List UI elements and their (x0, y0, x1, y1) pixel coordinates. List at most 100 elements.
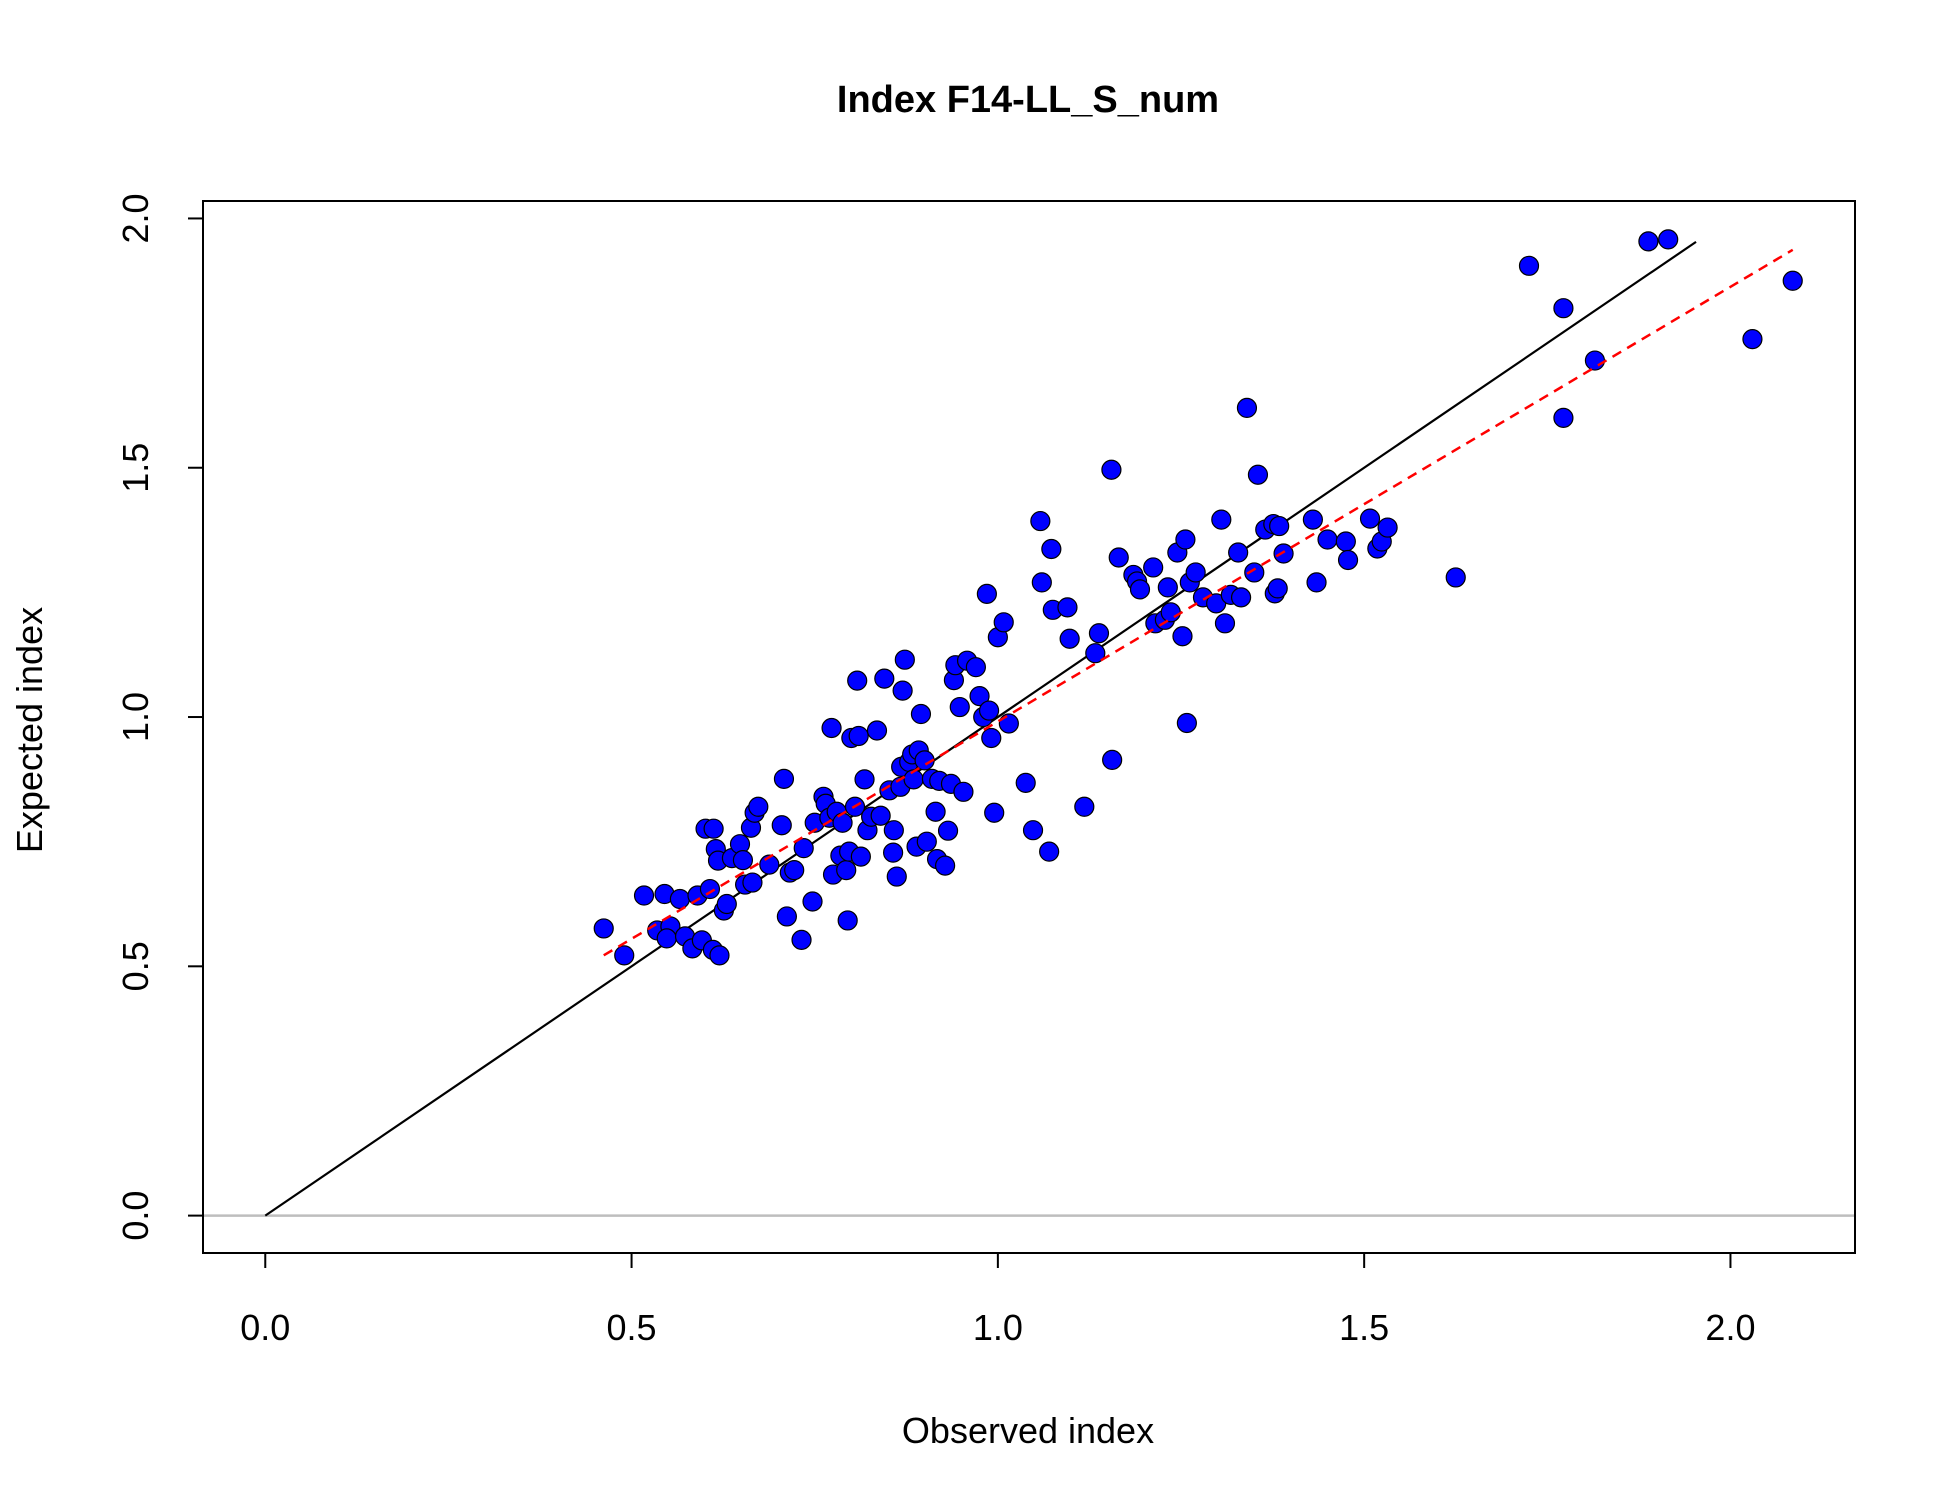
data-point (1185, 562, 1206, 583)
data-point (793, 838, 814, 859)
data-point (669, 888, 691, 910)
data-point (1584, 350, 1606, 371)
data-point (1211, 509, 1232, 530)
data-point (1230, 587, 1252, 608)
data-point (1022, 820, 1044, 841)
data-point (910, 703, 932, 725)
data-point (1518, 255, 1540, 276)
data-point (925, 801, 946, 822)
y-tick-label: 0.0 (115, 1191, 156, 1241)
data-point (836, 859, 857, 881)
data-point (1041, 538, 1062, 560)
data-point (699, 878, 721, 900)
data-point (1658, 229, 1679, 250)
data-point (1074, 796, 1095, 817)
data-point (965, 657, 986, 678)
data-point (633, 885, 655, 906)
data-point (1228, 542, 1249, 563)
data-point (993, 612, 1014, 633)
data-point (773, 768, 795, 789)
x-tick-label: 1.5 (1339, 1307, 1389, 1348)
data-point (1553, 298, 1574, 319)
data-point (1175, 529, 1196, 550)
data-point (1101, 459, 1122, 480)
data-point (1157, 577, 1178, 598)
y-axis-label: Expected index (9, 607, 50, 853)
data-point (1317, 529, 1338, 550)
data-point (1302, 509, 1323, 530)
data-point (771, 815, 792, 836)
data-point (1377, 517, 1398, 538)
identity-line (264, 240, 1697, 1217)
data-point (1445, 567, 1466, 588)
data-point (883, 820, 904, 841)
data-point (1269, 515, 1290, 537)
data-point (870, 805, 891, 826)
data-point (1085, 643, 1106, 664)
data-point (1108, 547, 1129, 568)
data-point (1030, 510, 1051, 532)
data-point (1057, 597, 1078, 618)
data-point (703, 818, 724, 839)
data-point (1638, 231, 1659, 252)
data-point (1059, 628, 1080, 649)
fit-line (603, 248, 1794, 957)
data-point (892, 680, 913, 701)
data-point (978, 700, 1000, 721)
data-point (1553, 407, 1574, 428)
data-point (1244, 562, 1265, 583)
data-point (981, 727, 1002, 749)
data-point (998, 713, 1019, 734)
y-tick-label: 1.0 (115, 692, 156, 742)
data-point (821, 717, 842, 739)
data-point (1214, 613, 1236, 634)
data-point (854, 769, 875, 790)
data-point (593, 918, 614, 939)
data-point (1176, 712, 1197, 734)
data-point (1236, 397, 1258, 419)
data-point (883, 842, 904, 863)
data-point (1172, 626, 1193, 647)
data-point (953, 781, 974, 802)
data-point (1102, 749, 1123, 771)
data-point (1015, 772, 1036, 793)
y-tick-label: 0.5 (115, 941, 156, 991)
data-point (1031, 572, 1052, 593)
plot-area (203, 229, 1855, 1217)
data-point (742, 872, 763, 893)
data-point (784, 859, 805, 881)
data-point (832, 812, 853, 833)
y-axis: 0.0 0.5 1.0 1.5 2.0 (115, 193, 204, 1241)
chart-title: Index F14-LL_S_num (837, 79, 1219, 121)
data-point (1129, 579, 1151, 600)
data-point (984, 802, 1005, 823)
data-point (1335, 531, 1356, 552)
data-point (802, 891, 823, 912)
data-point (1247, 464, 1269, 485)
data-point (1088, 623, 1110, 644)
data-point (847, 670, 868, 691)
y-tick-label: 2.0 (115, 193, 156, 243)
data-point (894, 649, 915, 670)
data-point (791, 929, 812, 950)
data-point (866, 720, 888, 741)
data-point (935, 855, 956, 876)
data-point (656, 928, 677, 949)
x-axis: 0.0 0.5 1.0 1.5 2.0 (240, 1252, 1755, 1348)
y-tick-label: 1.5 (115, 443, 156, 493)
data-point (886, 866, 907, 887)
data-point (1359, 508, 1381, 529)
data-point (837, 910, 858, 931)
data-point (850, 846, 871, 867)
x-tick-label: 1.0 (973, 1307, 1023, 1348)
data-point (614, 945, 635, 966)
data-points (593, 229, 1803, 966)
x-tick-label: 2.0 (1705, 1307, 1755, 1348)
data-point (949, 696, 970, 718)
data-point (1143, 557, 1164, 578)
data-point (1742, 329, 1763, 350)
data-point (1273, 543, 1294, 564)
data-point (1267, 578, 1288, 599)
data-point (848, 725, 869, 747)
